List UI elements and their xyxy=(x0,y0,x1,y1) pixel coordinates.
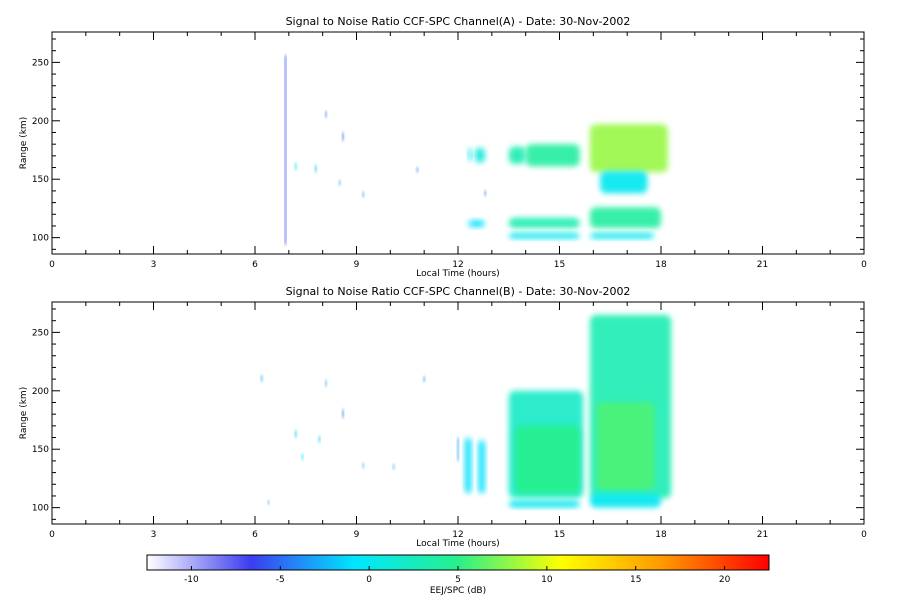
x-tick-label: 9 xyxy=(354,260,360,270)
x-axis-label: Local Time (hours) xyxy=(416,539,499,549)
x-tick-label: 3 xyxy=(151,530,157,540)
heatmap-speck xyxy=(318,436,321,443)
heatmap-marks xyxy=(284,55,668,245)
colorbar: -10 -5 0 5 10 15 20 EEJ/SPC (dB) xyxy=(146,554,770,596)
x-axis-label: Local Time (hours) xyxy=(416,269,499,279)
heatmap-blob xyxy=(589,232,655,239)
colorbar-tick-label: -5 xyxy=(276,575,285,585)
y-tick-label: 250 xyxy=(32,328,49,338)
y-tick-label: 200 xyxy=(32,387,49,397)
heatmap-speck xyxy=(392,464,395,470)
y-tick-label: 250 xyxy=(32,58,49,68)
heatmap-speck xyxy=(260,375,263,382)
heatmap-blob xyxy=(600,171,648,194)
heatmap-blob xyxy=(525,144,580,167)
x-tick-label: 0 xyxy=(49,260,55,270)
x-tick-label: 0 xyxy=(861,530,867,540)
heatmap-speck xyxy=(342,132,344,141)
x-tick-label: 21 xyxy=(757,530,768,540)
colorbar-tick-label: 0 xyxy=(366,575,372,585)
x-tick-label: 0 xyxy=(49,530,55,540)
heatmap-blob xyxy=(589,124,668,173)
heatmap-speck xyxy=(338,180,341,186)
y-axis-label: Range (km) xyxy=(19,387,29,439)
heatmap-blob xyxy=(468,220,486,228)
heatmap-speck xyxy=(342,409,344,418)
panel-channel-a: Signal to Noise Ratio CCF-SPC Channel(A)… xyxy=(19,15,867,279)
panel-channel-b: Signal to Noise Ratio CCF-SPC Channel(B)… xyxy=(19,285,867,549)
x-tick-label: 15 xyxy=(554,260,565,270)
heatmap-blob xyxy=(589,493,661,508)
heatmap-speck xyxy=(362,463,365,468)
x-tick-label: 6 xyxy=(252,260,258,270)
heatmap-blob xyxy=(474,147,486,163)
heatmap-speck xyxy=(423,376,425,382)
heatmap-marks xyxy=(260,314,672,508)
x-tick-label: 18 xyxy=(655,260,667,270)
heatmap-blob xyxy=(596,402,655,491)
heatmap-speck xyxy=(284,55,287,245)
x-tick-label: 12 xyxy=(452,530,463,540)
colorbar-tick-label: 5 xyxy=(455,575,461,585)
heatmap-speck xyxy=(325,111,327,118)
heatmap-blob xyxy=(508,500,580,508)
colorbar-ticks: -10 -5 0 5 10 15 20 xyxy=(184,566,731,585)
y-tick-label: 100 xyxy=(32,234,49,244)
axes: 0 3 6 9 12 15 18 21 0 100 150 200 250 xyxy=(32,302,867,540)
heatmap-blob xyxy=(508,217,580,229)
heatmap-speck xyxy=(362,192,365,197)
heatmap-blob xyxy=(515,425,580,494)
colorbar-tick-label: 15 xyxy=(630,575,641,585)
chart-title: Signal to Noise Ratio CCF-SPC Channel(B)… xyxy=(286,285,631,298)
y-tick-label: 200 xyxy=(32,117,49,127)
heatmap-blob xyxy=(508,146,526,165)
heatmap-speck xyxy=(294,430,297,438)
chart-title: Signal to Noise Ratio CCF-SPC Channel(A)… xyxy=(286,15,631,28)
heatmap-speck xyxy=(484,190,486,196)
heatmap-blob xyxy=(508,232,580,239)
x-tick-label: 6 xyxy=(252,530,258,540)
heatmap-blob xyxy=(478,439,486,494)
x-tick-label: 0 xyxy=(861,260,867,270)
heatmap-speck xyxy=(315,165,317,173)
y-tick-label: 100 xyxy=(32,504,49,514)
heatmap-speck xyxy=(301,453,304,460)
heatmap-speck xyxy=(416,167,419,173)
colorbar-tick-label: 10 xyxy=(541,575,553,585)
axes: 0 3 6 9 12 15 18 21 0 100 150 200 250 xyxy=(32,32,867,270)
x-tick-label: 21 xyxy=(757,260,768,270)
heatmap-blob xyxy=(589,207,661,229)
y-tick-label: 150 xyxy=(32,445,49,455)
plot-frame xyxy=(51,31,865,255)
heatmap-blob xyxy=(468,147,472,162)
x-tick-label: 15 xyxy=(554,530,565,540)
x-tick-label: 9 xyxy=(354,530,360,540)
colorbar-tick-label: -10 xyxy=(184,575,199,585)
heatmap-blob xyxy=(464,437,472,494)
plot-frame xyxy=(51,301,865,525)
heatmap-speck xyxy=(267,500,270,505)
heatmap-speck xyxy=(457,437,459,461)
heatmap-speck xyxy=(294,162,297,170)
x-tick-label: 12 xyxy=(452,260,463,270)
colorbar-tick-label: 20 xyxy=(719,575,731,585)
heatmap-speck xyxy=(325,380,327,387)
colorbar-label: EEJ/SPC (dB) xyxy=(430,586,486,596)
x-tick-label: 18 xyxy=(655,530,667,540)
y-tick-label: 150 xyxy=(32,175,49,185)
y-axis-label: Range (km) xyxy=(19,117,29,169)
x-tick-label: 3 xyxy=(151,260,157,270)
